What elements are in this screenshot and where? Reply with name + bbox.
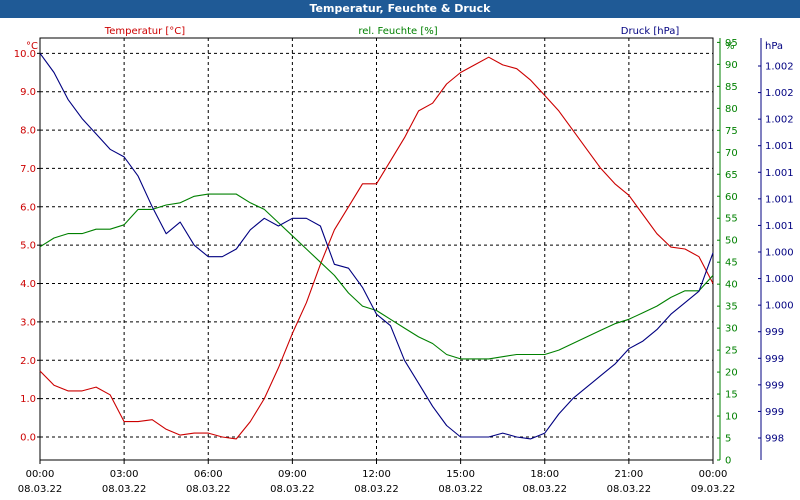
x-tick-time-label: 06:00 <box>194 469 223 480</box>
x-tick-date-label: 08.03.22 <box>186 484 231 495</box>
pressure-tick-label: 1.001 <box>765 168 794 179</box>
x-tick-time-label: 12:00 <box>362 469 391 480</box>
pressure-unit-label: hPa <box>765 41 783 52</box>
x-tick-time-label: 21:00 <box>614 469 643 480</box>
humidity-tick-label: 50 <box>725 236 738 247</box>
temperature-tick-label: 5.0 <box>20 241 36 252</box>
humidity-tick-label: 55 <box>725 214 738 225</box>
humidity-tick-label: 5 <box>725 434 731 445</box>
temperature-tick-label: 0.0 <box>20 432 36 443</box>
pressure-tick-label: 1.001 <box>765 221 794 232</box>
temperature-tick-label: 4.0 <box>20 279 36 290</box>
x-tick-time-label: 18:00 <box>530 469 559 480</box>
x-tick-time-label: 00:00 <box>26 469 55 480</box>
humidity-tick-label: 35 <box>725 302 738 313</box>
humidity-tick-label: 75 <box>725 126 738 137</box>
humidity-tick-label: 0 <box>725 456 731 467</box>
humidity-tick-label: 80 <box>725 104 738 115</box>
humidity-tick-label: 85 <box>725 82 738 93</box>
temperature-unit-label: °C <box>26 41 38 52</box>
legend-temperature: Temperatur [°C] <box>104 26 185 37</box>
humidity-tick-label: 20 <box>725 368 738 379</box>
pressure-line <box>39 52 714 440</box>
x-tick-time-label: 09:00 <box>278 469 307 480</box>
temperature-tick-label: 9.0 <box>20 87 36 98</box>
legend-pressure: Druck [hPa] <box>621 26 680 37</box>
humidity-tick-label: 15 <box>725 390 738 401</box>
x-tick-date-label: 08.03.22 <box>522 484 567 495</box>
humidity-tick-label: 70 <box>725 148 738 159</box>
x-tick-date-label: 08.03.22 <box>18 484 63 495</box>
x-axis: 00:00 08.03.22 03:00 08.03.22 06:00 08.03.22 0… <box>18 460 736 495</box>
pressure-tick-label: 1.002 <box>765 88 794 99</box>
temperature-tick-label: 1.0 <box>20 394 36 405</box>
humidity-tick-label: 30 <box>725 324 738 335</box>
humidity-axis: % 0 5 10 15 20 25 30 35 40 45 50 55 60 65 70 75 80 85 90 95 <box>717 38 738 467</box>
pressure-tick-label: 999 <box>765 407 784 418</box>
pressure-axis: hPa 998 999 999 999 999 1.000 1.000 1.000 1.001 1… <box>758 38 794 460</box>
chart-title: Temperatur, Feuchte & Druck <box>0 0 800 18</box>
x-tick-time-label: 03:00 <box>110 469 139 480</box>
temperature-line <box>39 56 714 440</box>
temperature-tick-label: 8.0 <box>20 126 36 137</box>
humidity-tick-label: 90 <box>725 60 738 71</box>
x-tick-date-label: 08.03.22 <box>270 484 315 495</box>
humidity-tick-label: 10 <box>725 412 738 423</box>
pressure-tick-label: 1.000 <box>765 301 794 312</box>
x-tick-time-label: 15:00 <box>446 469 475 480</box>
x-tick-date-label: 09.03.22 <box>691 484 736 495</box>
x-tick-date-label: 08.03.22 <box>102 484 147 495</box>
pressure-tick-label: 999 <box>765 327 784 338</box>
humidity-line <box>39 193 714 360</box>
pressure-tick-label: 1.001 <box>765 141 794 152</box>
humidity-tick-label: 25 <box>725 346 738 357</box>
temperature-tick-label: 3.0 <box>20 317 36 328</box>
pressure-tick-label: 999 <box>765 354 784 365</box>
pressure-tick-label: 1.001 <box>765 194 794 205</box>
humidity-tick-label: 65 <box>725 170 738 181</box>
grid <box>40 38 713 460</box>
temperature-axis: °C 0.0 1.0 2.0 3.0 4.0 5.0 6.0 7.0 8.0 9.0 10.0 <box>14 38 41 460</box>
x-tick-date-label: 08.03.22 <box>354 484 399 495</box>
pressure-tick-label: 1.000 <box>765 248 794 259</box>
pressure-tick-label: 1.002 <box>765 62 794 73</box>
humidity-tick-label: 45 <box>725 258 738 269</box>
temperature-tick-label: 7.0 <box>20 164 36 175</box>
humidity-tick-label: 60 <box>725 192 738 203</box>
pressure-tick-label: 1.000 <box>765 274 794 285</box>
x-tick-time-label: 00:00 <box>699 469 728 480</box>
temperature-tick-label: 6.0 <box>20 202 36 213</box>
legend-humidity: rel. Feuchte [%] <box>358 26 437 37</box>
pressure-tick-label: 1.002 <box>765 115 794 126</box>
pressure-tick-label: 998 <box>765 434 784 445</box>
temperature-tick-label: 2.0 <box>20 356 36 367</box>
pressure-tick-label: 999 <box>765 380 784 391</box>
humidity-tick-label: 40 <box>725 280 738 291</box>
x-tick-date-label: 08.03.22 <box>438 484 483 495</box>
series-layer <box>39 52 714 440</box>
humidity-unit-label: % <box>725 41 735 52</box>
x-tick-date-label: 08.03.22 <box>607 484 652 495</box>
temperature-tick-label: 10.0 <box>14 49 36 60</box>
humidity-tick-label: 95 <box>725 38 738 49</box>
